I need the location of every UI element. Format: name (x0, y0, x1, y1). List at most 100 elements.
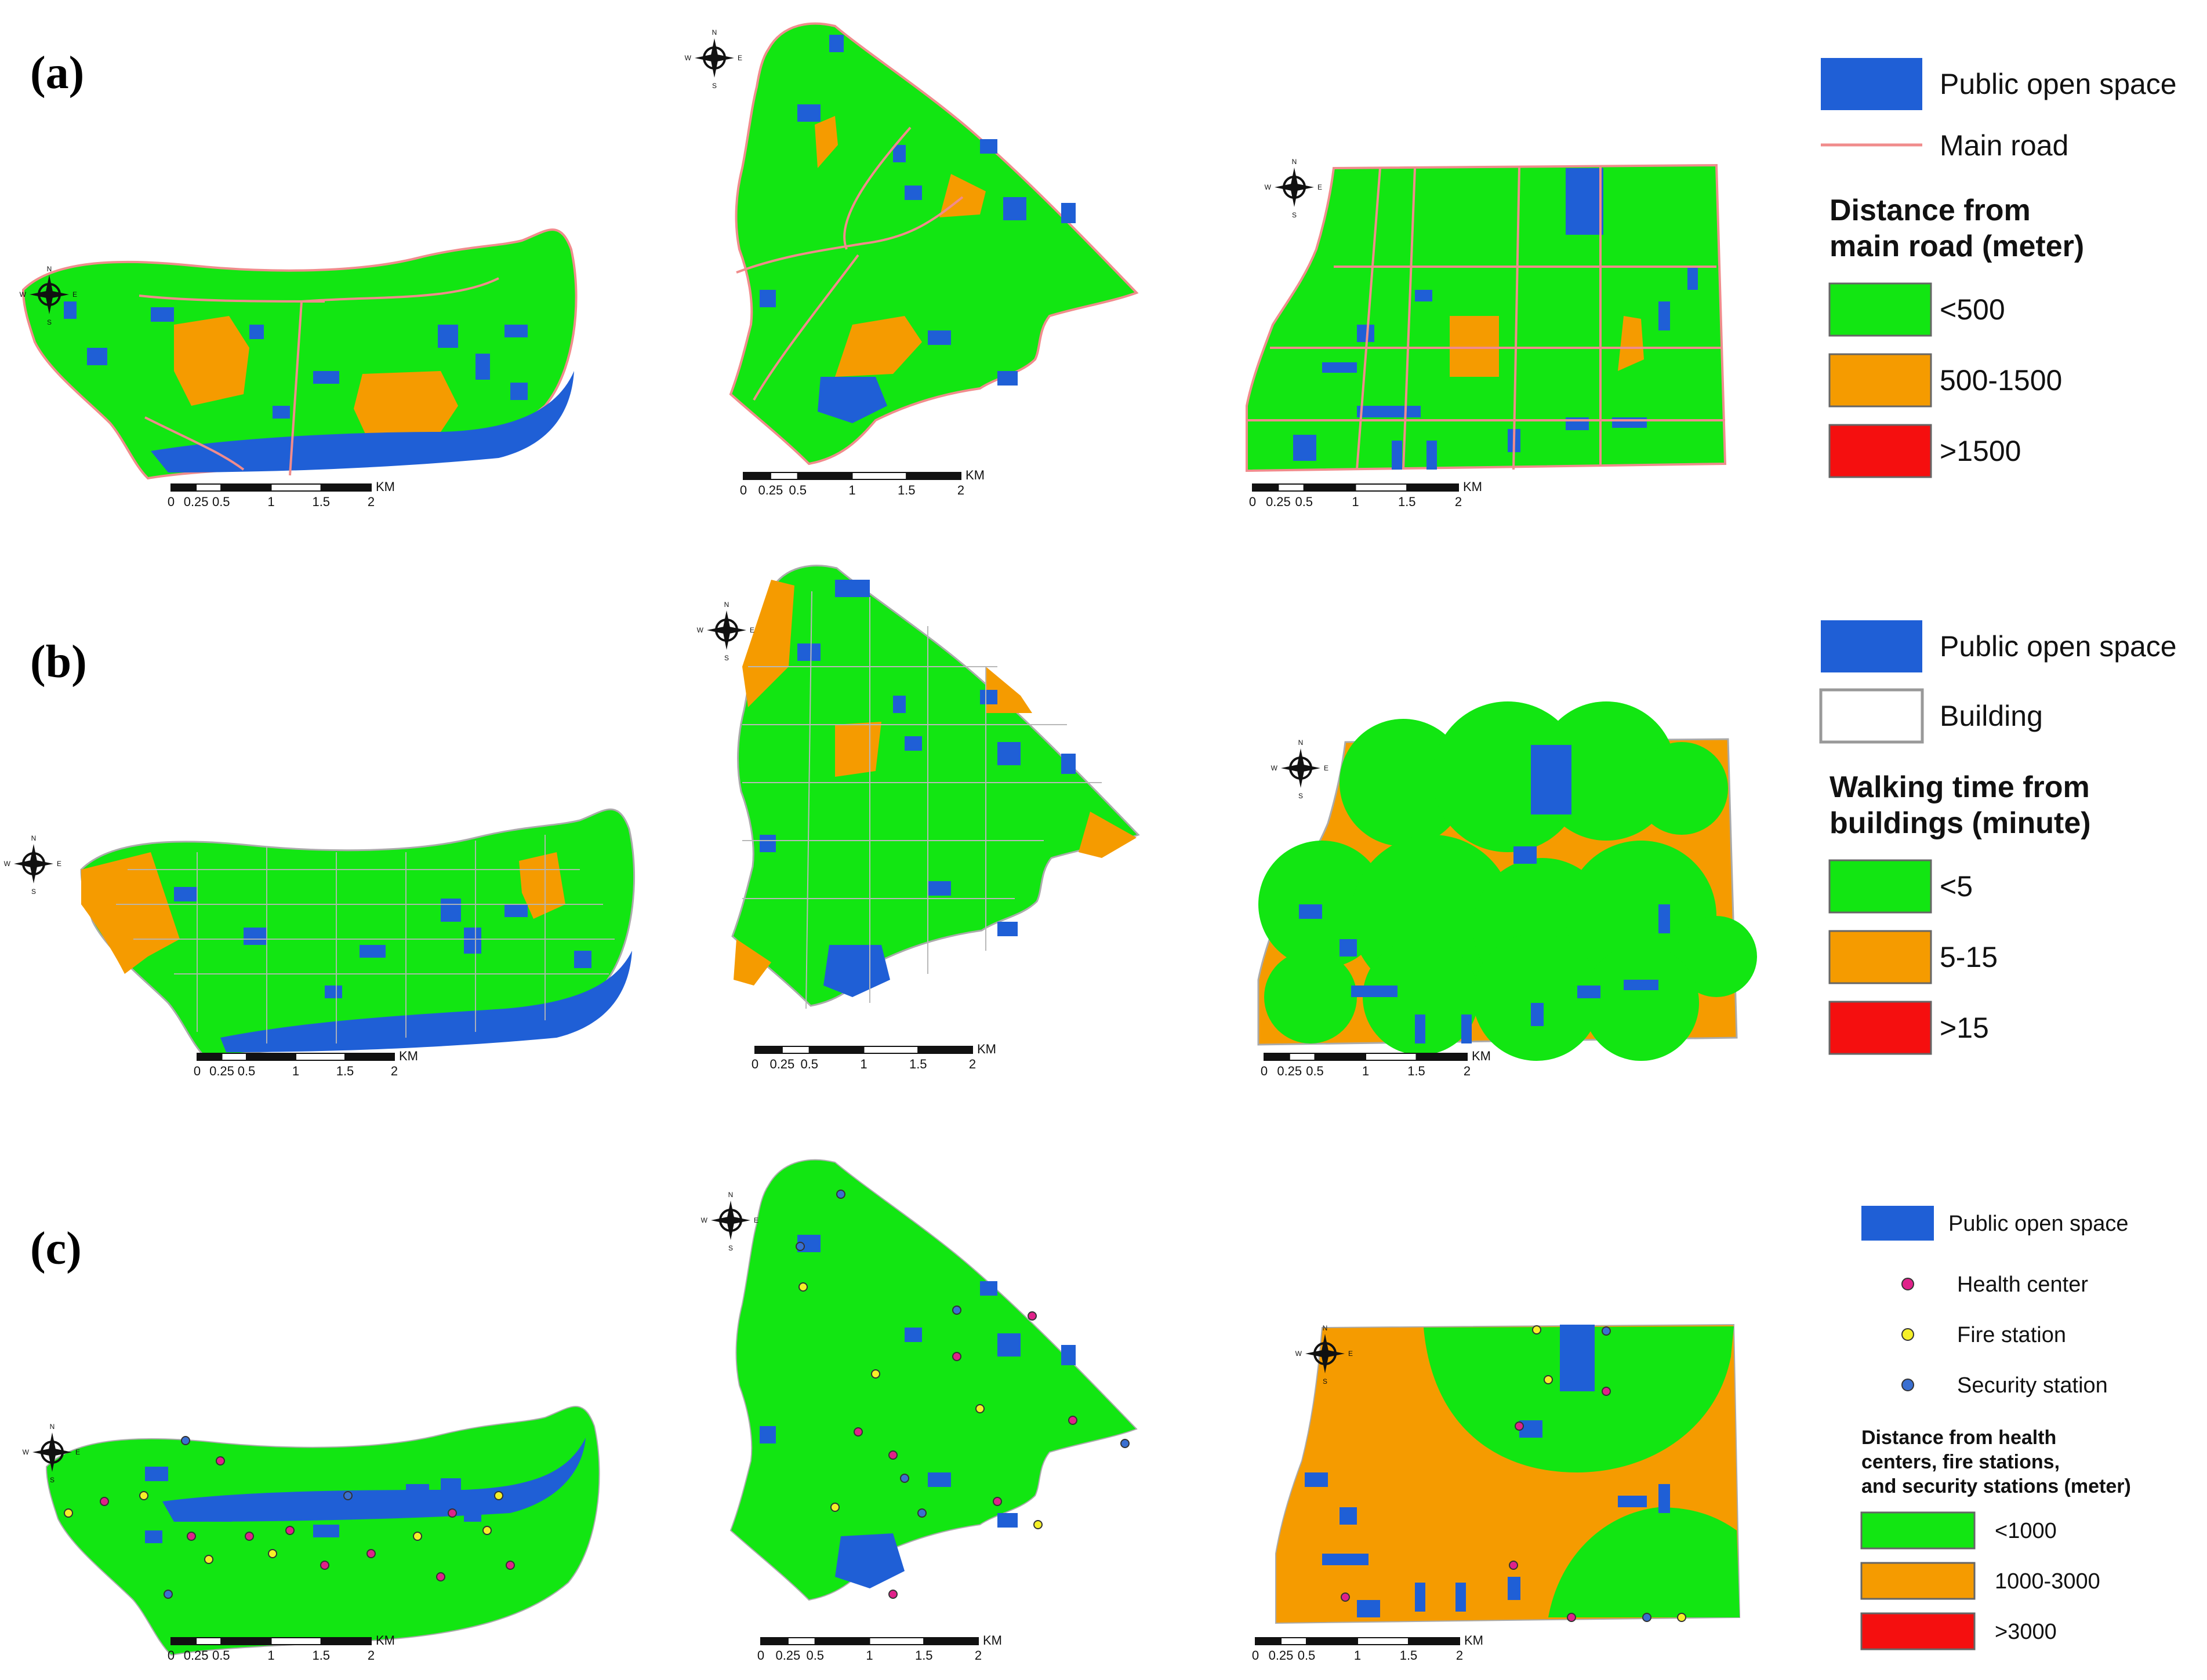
scale-tick-label: 0.5 (238, 1064, 256, 1078)
scale-bar: 0 0.25 0.5 1 1.5 2KM (168, 479, 395, 509)
legend-title: Walking time from (1830, 770, 2090, 804)
panel-label-a: (a) (30, 48, 84, 99)
open-space (1560, 1325, 1595, 1391)
legend-class-label: >1500 (1940, 435, 2021, 467)
scale-unit-label: KM (376, 479, 395, 494)
legend-class-swatch (1828, 1001, 1932, 1055)
scale-bar: 0 0.25 0.5 1 1.5 2KM (752, 1042, 996, 1071)
legend-class-label: <1000 (1995, 1519, 2057, 1543)
legend-item-label: Fire station (1957, 1323, 2066, 1347)
north-arrow-label: S (728, 1244, 733, 1252)
north-arrow-label: W (697, 626, 704, 634)
north-arrow-label: W (701, 1216, 708, 1224)
map-c-mid (730, 1159, 1137, 1601)
orange-zone (354, 371, 458, 446)
legend-class-label: 1000-3000 (1995, 1569, 2100, 1594)
scale-tick-label: 0 (1252, 1648, 1259, 1663)
scale-tick-label: 2 (368, 494, 375, 509)
scale-tick-label: 0 (168, 494, 175, 509)
scale-tick-label: 2 (1456, 1648, 1463, 1663)
map-a-mid (729, 22, 1138, 466)
legend-panel-2: Public open space Health center Fire stati… (1860, 1206, 2131, 1650)
panel-label-c: (c) (30, 1223, 82, 1274)
scale-tick-label: 1 (1352, 494, 1359, 509)
north-arrow-label: S (50, 1476, 55, 1484)
open-space (151, 371, 574, 472)
map-b-mid (731, 565, 1139, 1009)
panel-a: (a) (22, 22, 1726, 479)
north-arrow-label: E (738, 54, 742, 62)
legends: Public open space Main road Distance fromm… (1819, 58, 2177, 1650)
legend-class-swatch (1828, 930, 1932, 984)
panel-b: (b) (30, 565, 1757, 1061)
legend-title: centers, fire stations, (1861, 1451, 2060, 1473)
north-arrow-icon: N S E W (1271, 739, 1328, 800)
orange-zone (81, 852, 180, 974)
north-arrow-label: W (1265, 183, 1272, 191)
scale-tick-label: 2 (975, 1648, 982, 1663)
scale-bar: 0 0.25 0.5 1 1.5 2KM (757, 1633, 1002, 1663)
scale-tick-label: 2 (391, 1064, 398, 1078)
north-arrow-icon: N S E W (1295, 1324, 1353, 1386)
scale-tick-label: 1.5 (909, 1057, 927, 1071)
north-arrow-label: S (1292, 211, 1297, 219)
scale-unit-label: KM (1464, 1633, 1483, 1648)
facility-dot-icon (1901, 1328, 1914, 1341)
scale-tick-label: 0 (168, 1648, 175, 1663)
north-arrow-label: N (1292, 158, 1297, 166)
scale-tick-label: 1 (860, 1057, 867, 1071)
scale-tick-label: 1.5 (1398, 494, 1416, 509)
north-arrow-icon: N S E W (23, 1423, 80, 1484)
north-arrow-label: E (1317, 183, 1322, 191)
north-arrow-label: N (50, 1423, 55, 1431)
legend-class-label: <5 (1940, 870, 1973, 903)
north-arrow-icon: N S E W (685, 28, 742, 90)
open-space (835, 1533, 905, 1588)
legend-item-label: Public open space (1940, 68, 2177, 100)
legend-class-label: 500-1500 (1940, 364, 2062, 397)
legend-class-label: <500 (1940, 293, 2005, 326)
scale-tick-label: 1.5 (1407, 1064, 1425, 1078)
orange-zone (1618, 316, 1644, 371)
orange-zone (742, 580, 794, 707)
legend-class-swatch (1828, 424, 1932, 478)
scale-tick-label: 2 (368, 1648, 375, 1663)
scale-tick-label: 0.25 (1269, 1648, 1294, 1663)
scale-tick-label: 0 (752, 1057, 758, 1071)
orange-zone (815, 116, 838, 168)
north-arrow-label: N (1323, 1324, 1328, 1332)
orange-zone (835, 722, 881, 777)
scale-tick-label: 1 (866, 1648, 873, 1663)
green-zone (1424, 1326, 1734, 1472)
open-space (220, 951, 632, 1052)
north-arrow-label: S (47, 318, 52, 326)
legend-panel-0: Public open space Main road Distance fromm… (1821, 58, 2177, 478)
scale-tick-label: 2 (1464, 1064, 1471, 1078)
scale-tick-label: 0.5 (212, 494, 230, 509)
scale-tick-label: 1.5 (1400, 1648, 1418, 1663)
scale-tick-label: 0.25 (184, 494, 209, 509)
facility-dot-icon (1901, 1278, 1914, 1290)
panel-label-b: (b) (30, 637, 87, 688)
legend-class-swatch (1828, 859, 1932, 914)
scale-tick-label: 1 (1354, 1648, 1361, 1663)
scale-bar: 0 0.25 0.5 1 1.5 2KM (1249, 479, 1482, 509)
north-arrow-icon: N S E W (20, 265, 77, 326)
north-arrow-label: W (4, 860, 11, 868)
north-arrows: N S E W N S E W N S E W N S E W N S E W N S E W N S E W N S E W N S E W (4, 28, 1353, 1484)
scale-tick-label: 0.5 (806, 1648, 824, 1663)
open-space-swatch (1861, 1206, 1934, 1241)
scale-tick-label: 1 (848, 483, 855, 497)
scale-tick-label: 1 (267, 494, 274, 509)
north-arrow-label: S (1323, 1377, 1327, 1386)
scale-tick-label: 0 (740, 483, 747, 497)
north-arrow-icon: N S E W (697, 601, 754, 662)
north-arrow-label: E (57, 860, 61, 868)
open-space (823, 945, 890, 997)
north-arrow-label: N (724, 601, 729, 609)
orange-zone (734, 939, 771, 986)
north-arrow-label: W (1271, 764, 1278, 772)
north-arrow-label: N (712, 28, 717, 37)
legend-title: Distance from (1830, 194, 2031, 227)
